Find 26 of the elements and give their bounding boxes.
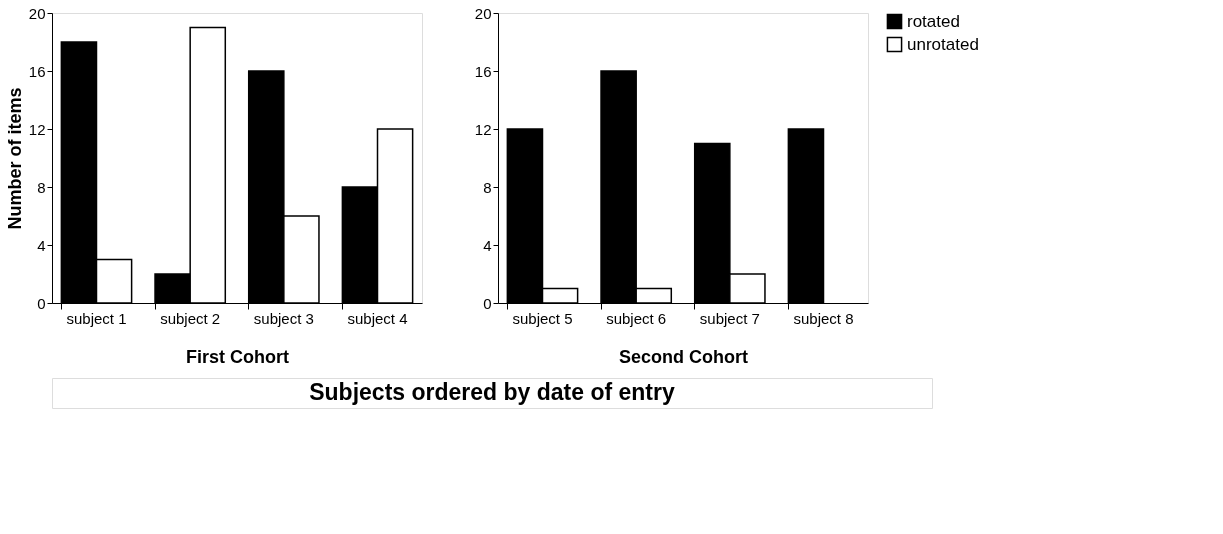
y-tick-label: 4 [483, 236, 492, 254]
y-tick-label: 20 [28, 4, 46, 22]
y-tick-label: 0 [483, 294, 492, 312]
legend-label: rotated [907, 11, 960, 31]
x-tick-label: subject 4 [347, 309, 408, 327]
x-tick-label: subject 2 [160, 309, 221, 327]
y-tick-label: 16 [474, 62, 492, 80]
y-tick-label: 12 [474, 120, 492, 138]
x-tick-label: subject 3 [253, 309, 314, 327]
y-tick-label: 0 [37, 294, 46, 312]
y-tick-label: 12 [28, 120, 46, 138]
x-tick-label: subject 1 [66, 309, 127, 327]
y-tick-label: 4 [37, 236, 46, 254]
x-tick-label: subject 5 [512, 309, 573, 327]
y-tick-label: 20 [474, 4, 492, 22]
y-tick-label: 8 [37, 178, 46, 196]
text: Subjects ordered by date of entry [309, 379, 675, 405]
y-tick-label: 8 [483, 178, 492, 196]
x-tick-label: subject 8 [793, 309, 854, 327]
legend-label: unrotated [907, 34, 979, 54]
x-axis-title: Second Cohort [619, 346, 748, 367]
x-axis-title: First Cohort [186, 346, 289, 367]
y-axis-title: Number of items [4, 87, 25, 230]
x-tick-label: subject 6 [606, 309, 667, 327]
y-tick-label: 16 [28, 62, 46, 80]
x-tick-label: subject 7 [699, 309, 760, 327]
